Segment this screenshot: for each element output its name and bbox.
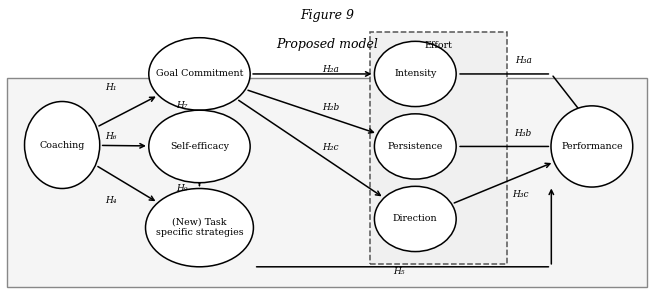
Text: H₄: H₄ xyxy=(105,195,117,205)
Text: H₃c: H₃c xyxy=(511,190,528,199)
Text: H₂b: H₂b xyxy=(322,103,339,112)
Text: Coaching: Coaching xyxy=(39,140,85,150)
Ellipse shape xyxy=(149,38,250,110)
Text: Persistence: Persistence xyxy=(388,142,443,151)
Text: Self-efficacy: Self-efficacy xyxy=(170,142,229,151)
Text: H₂c: H₂c xyxy=(322,143,339,153)
Ellipse shape xyxy=(145,188,254,267)
Ellipse shape xyxy=(551,106,633,187)
Text: H₁: H₁ xyxy=(105,82,117,92)
Text: H₂a: H₂a xyxy=(322,65,339,74)
Text: H₃b: H₃b xyxy=(515,129,532,138)
Text: Figure 9: Figure 9 xyxy=(300,9,354,22)
Text: (New) Task
specific strategies: (New) Task specific strategies xyxy=(156,218,243,237)
Bar xyxy=(7,78,647,287)
Text: H₆: H₆ xyxy=(105,132,117,141)
Ellipse shape xyxy=(374,41,456,107)
Text: Effort: Effort xyxy=(424,41,452,50)
Text: H₃a: H₃a xyxy=(515,56,532,66)
Text: Performance: Performance xyxy=(561,142,623,151)
Text: Intensity: Intensity xyxy=(394,69,436,79)
Ellipse shape xyxy=(25,102,100,188)
Text: Proposed model: Proposed model xyxy=(276,38,378,51)
Ellipse shape xyxy=(374,114,456,179)
Text: Direction: Direction xyxy=(393,214,438,224)
Ellipse shape xyxy=(374,186,456,252)
Text: H₅: H₅ xyxy=(393,267,405,276)
Text: H₇: H₇ xyxy=(176,101,188,110)
Bar xyxy=(370,32,507,264)
Ellipse shape xyxy=(149,110,250,183)
Text: H₉: H₉ xyxy=(176,184,188,193)
Text: Goal Commitment: Goal Commitment xyxy=(156,69,243,79)
